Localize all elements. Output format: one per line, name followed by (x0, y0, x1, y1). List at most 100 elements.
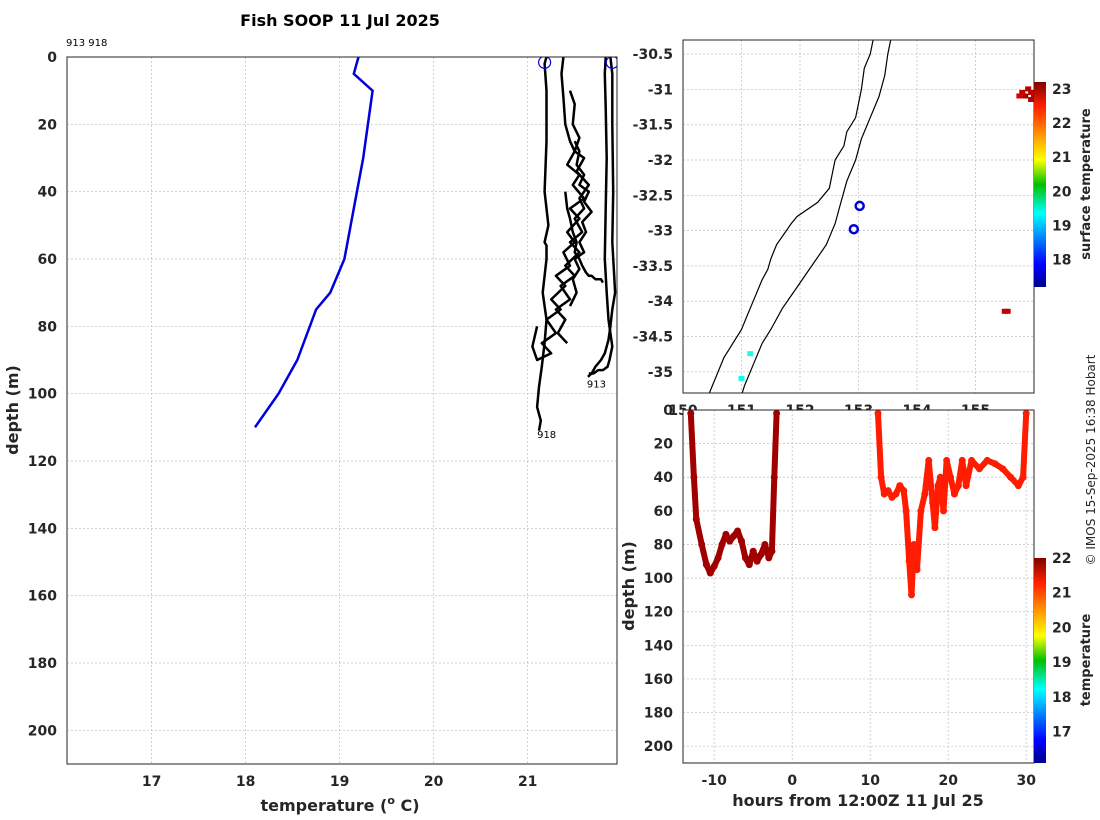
surface-temperature-point (747, 351, 754, 357)
section-ytick-label: 200 (644, 739, 673, 755)
map-ytick-label: -33 (648, 224, 673, 240)
cast-temperature-point (1019, 473, 1027, 481)
map-ytick-label: -35 (648, 365, 673, 381)
cast-temperature-point (940, 507, 948, 515)
cast-temperature-point (884, 487, 892, 495)
map-series (708, 40, 1034, 393)
profile-ytick-label: 60 (38, 252, 58, 268)
copyright-text: © IMOS 15-Sep-2025 16:38 Hobart (1084, 354, 1098, 565)
profile-ticks: 17 18 19 20 21 0 20 40 60 80 100 120 140 160 180 200 (28, 50, 538, 790)
temperature-colorbar-tick: 17 (1052, 725, 1071, 741)
cast-id-annotation: 918 (537, 430, 556, 441)
surface-temperature-point (1025, 86, 1032, 92)
cast-temperature-point (910, 540, 918, 548)
cast-temperature-point (968, 456, 976, 464)
cast-temperature-point (706, 569, 714, 577)
cast-track-line (587, 57, 617, 378)
cast-temperature-point (991, 460, 999, 468)
section-series (687, 410, 1030, 599)
temperature-colorbar-tick: 19 (1052, 655, 1071, 671)
cast-temperature-point (925, 456, 933, 464)
cast-temperature-point (770, 473, 778, 481)
profile-xlabel-base: temperature ( (260, 796, 387, 815)
cast-temperature-point (690, 473, 698, 481)
profile-ylabel: depth (m) (3, 365, 22, 455)
section-xtick-label: 30 (1016, 773, 1036, 789)
cast-temperature-point (741, 554, 749, 562)
cast-temperature-point (714, 554, 722, 562)
surface-temperature-point (1016, 93, 1023, 99)
shelf-contour (741, 40, 892, 393)
cast-temperature-point (892, 490, 900, 498)
section-xtick-label: -10 (702, 773, 728, 789)
surface-temperature-colorbar-label: surface temperature (1079, 108, 1094, 260)
surface-temperature-colorbar-tick: 23 (1052, 82, 1071, 98)
cast-temperature-point (722, 530, 730, 538)
cast-temperature-point (936, 473, 944, 481)
surface-temperature-point (1022, 93, 1029, 99)
section-ticks: -10 0 10 20 30 0 20 40 60 80 100 120 140 160 180 200 (644, 403, 1036, 789)
map-panel: 150151152153154155-30.5-31-31.5-32-32.5-… (633, 39, 1094, 419)
climatology-profile-line (253, 57, 374, 429)
cast-temperature-point (718, 540, 726, 548)
temperature-colorbar-tick: 22 (1052, 551, 1071, 567)
section-ytick-label: 180 (644, 706, 673, 722)
cast-temperature-point (929, 498, 937, 506)
cast-temperature-point (999, 465, 1007, 473)
profile-series: 913 918 (253, 57, 617, 441)
surface-temperature-colorbar-tick: 22 (1052, 116, 1071, 132)
map-ytick-label: -31 (648, 82, 673, 98)
section-panel: -10 0 10 20 30 0 20 40 60 80 100 120 140 160 180 200 ho… (619, 403, 1094, 810)
section-ytick-label: 60 (654, 504, 674, 520)
cast-temperature-point (954, 482, 962, 490)
cast-temperature-point (975, 465, 983, 473)
cast-temperature-point (913, 566, 921, 574)
cast-temperature-point (947, 473, 955, 481)
map-ytick-label: -32 (648, 153, 673, 169)
temperature-colorbar-tick: 21 (1052, 586, 1071, 602)
temperature-colorbar-ticks: 17 18 19 20 21 22 (1052, 551, 1072, 741)
profile-grid (67, 56, 617, 764)
cast-temperature-point (773, 410, 781, 417)
cast-track-line (564, 191, 604, 284)
profile-top-note: 913 918 (66, 38, 107, 49)
map-grid (683, 40, 1034, 393)
profile-axes-box (66, 56, 618, 765)
cast-temperature-point (917, 507, 925, 515)
cast-temperature-point (896, 482, 904, 490)
surface-temperature-colorbar-tick: 18 (1052, 253, 1071, 269)
surface-temperature-point (1028, 89, 1034, 95)
cast-temperature-point (753, 557, 761, 565)
cast-temperature-point (687, 410, 695, 417)
surface-temperature-point (1001, 308, 1008, 314)
surface-temperature-point (738, 375, 745, 381)
cast-temperature-point (900, 487, 908, 495)
profile-xtick-label: 17 (142, 774, 161, 790)
cast-temperature-point (765, 554, 773, 562)
map-ytick-label: -32.5 (633, 188, 673, 204)
surface-temperature-point (1028, 97, 1034, 103)
profile-xlabel-sup: o (387, 794, 395, 807)
section-ytick-label: 100 (644, 571, 673, 587)
cast-temperature-point (757, 551, 765, 559)
surface-temperature-colorbar-tick: 21 (1052, 150, 1071, 166)
section-xlabel: hours from 12:00Z 11 Jul 25 (732, 791, 983, 810)
profile-ytick-label: 100 (28, 387, 57, 403)
temperature-colorbar-label: temperature (1079, 614, 1094, 707)
cast-temperature-point (1007, 473, 1015, 481)
temperature-colorbar-tick: 20 (1052, 620, 1072, 636)
cast-temperature-point (958, 456, 966, 464)
profile-xtick-label: 18 (236, 774, 255, 790)
profile-ytick-label: 40 (38, 185, 58, 201)
cast-temperature-point (950, 490, 958, 498)
temperature-colorbar (1034, 558, 1046, 763)
cast-temperature-point (730, 532, 738, 540)
surface-temperature-colorbar-ticks: 18 19 20 21 22 23 (1052, 82, 1072, 269)
cast-temperature-point (983, 456, 991, 464)
cast-temperature-point (745, 561, 753, 569)
cast-temperature-point (877, 473, 885, 481)
cast-temperature-point (874, 410, 882, 417)
section-ytick-label: 160 (644, 672, 673, 688)
profile-xtick-label: 19 (330, 774, 349, 790)
